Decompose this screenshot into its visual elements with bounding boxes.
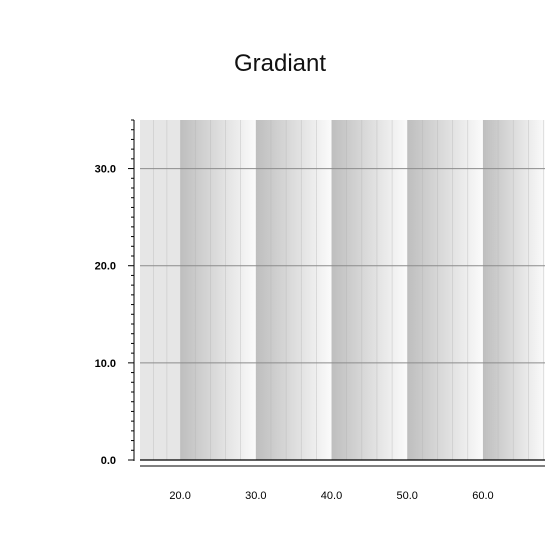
chart-title: Gradiant	[233, 50, 327, 77]
y-tick-label: 30.0	[95, 164, 116, 176]
x-tick-label: 20.0	[169, 490, 190, 502]
y-tick-label: 20.0	[95, 261, 116, 273]
gradient-band-2	[255, 120, 332, 460]
gradient-band-1	[180, 120, 256, 460]
x-tick-label: 30.0	[245, 490, 266, 502]
gradient-band-3	[331, 120, 408, 460]
x-tick-label: 40.0	[321, 490, 342, 502]
lead-strip	[140, 120, 181, 460]
y-tick-label: 0.0	[101, 455, 116, 467]
x-tick-label: 50.0	[397, 490, 418, 502]
x-tick-label: 60.0	[472, 490, 493, 502]
gradient-band-5	[482, 120, 545, 460]
y-tick-label: 10.0	[95, 358, 116, 370]
gradient-band-4	[407, 120, 483, 460]
